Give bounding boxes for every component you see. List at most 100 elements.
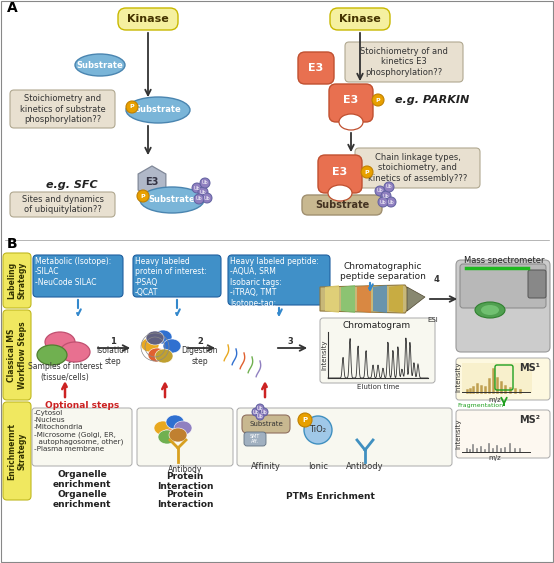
Text: m/z: m/z — [489, 455, 501, 461]
FancyBboxPatch shape — [244, 432, 266, 446]
Text: Antibody: Antibody — [168, 465, 202, 474]
Ellipse shape — [37, 345, 67, 365]
Ellipse shape — [161, 429, 179, 443]
Text: E3: E3 — [145, 177, 158, 187]
Text: Kinase: Kinase — [127, 14, 169, 24]
Text: Elution time: Elution time — [357, 384, 399, 390]
Circle shape — [384, 182, 394, 192]
Text: Heavy labeled peptide:
-AQUA, SRM
Isobaric tags:
-iTRAQ, TMT
Isotope-tag:
-ReDi,: Heavy labeled peptide: -AQUA, SRM Isobar… — [230, 257, 319, 318]
Text: 1: 1 — [110, 337, 116, 346]
Text: Ub: Ub — [379, 199, 386, 204]
Ellipse shape — [154, 330, 172, 344]
Polygon shape — [341, 285, 355, 313]
FancyBboxPatch shape — [242, 415, 290, 433]
Circle shape — [372, 94, 384, 106]
Text: Antibody: Antibody — [346, 462, 384, 471]
FancyBboxPatch shape — [302, 195, 382, 215]
Text: Ub: Ub — [257, 405, 263, 410]
Text: P: P — [365, 169, 370, 175]
FancyBboxPatch shape — [318, 155, 362, 193]
Text: 4: 4 — [434, 275, 440, 284]
Text: Intensity: Intensity — [321, 339, 327, 370]
Circle shape — [386, 197, 396, 207]
Text: E3: E3 — [343, 95, 358, 105]
Text: m/z: m/z — [489, 397, 501, 403]
Circle shape — [375, 186, 385, 196]
Ellipse shape — [155, 349, 173, 363]
Polygon shape — [357, 285, 371, 313]
FancyBboxPatch shape — [320, 318, 435, 383]
Text: B: B — [7, 237, 18, 251]
Text: Substrate: Substrate — [315, 200, 369, 210]
Ellipse shape — [75, 54, 125, 76]
FancyBboxPatch shape — [460, 264, 546, 308]
Circle shape — [260, 408, 268, 416]
Text: Ub: Ub — [202, 181, 208, 185]
FancyBboxPatch shape — [355, 148, 480, 188]
Text: Optional steps: Optional steps — [45, 400, 119, 409]
Circle shape — [378, 197, 388, 207]
Polygon shape — [373, 285, 387, 313]
Ellipse shape — [163, 339, 181, 353]
Ellipse shape — [169, 428, 187, 442]
FancyBboxPatch shape — [329, 84, 373, 122]
Polygon shape — [320, 285, 415, 313]
Text: Intensity: Intensity — [455, 362, 461, 392]
Polygon shape — [407, 287, 425, 311]
Circle shape — [361, 166, 373, 178]
Text: Enrichmernrt
Strategy: Enrichmernrt Strategy — [7, 422, 27, 480]
Ellipse shape — [481, 305, 499, 315]
Text: Ub: Ub — [253, 409, 259, 414]
Text: Ub: Ub — [199, 190, 206, 194]
Ellipse shape — [60, 342, 90, 362]
FancyBboxPatch shape — [456, 410, 550, 458]
Text: 3: 3 — [287, 337, 293, 346]
Ellipse shape — [126, 97, 190, 123]
Text: SMT
Aff.: SMT Aff. — [250, 434, 260, 444]
FancyBboxPatch shape — [345, 42, 463, 82]
Ellipse shape — [141, 338, 159, 352]
Circle shape — [198, 187, 208, 197]
FancyBboxPatch shape — [456, 358, 550, 400]
Text: Chromatogram: Chromatogram — [343, 320, 411, 329]
Text: Protein
Interaction: Protein Interaction — [157, 472, 213, 491]
Ellipse shape — [339, 114, 363, 130]
Text: Substrate: Substrate — [249, 421, 283, 427]
Text: Stoichiometry and
kinetics of substrate
phosphorylation??: Stoichiometry and kinetics of substrate … — [19, 94, 105, 124]
FancyBboxPatch shape — [330, 8, 390, 30]
Text: 2: 2 — [197, 337, 203, 346]
Circle shape — [298, 413, 312, 427]
Text: Sites and dynamics
of ubiquitylation??: Sites and dynamics of ubiquitylation?? — [22, 195, 104, 214]
Text: A: A — [7, 1, 18, 15]
FancyBboxPatch shape — [32, 408, 132, 466]
FancyBboxPatch shape — [10, 192, 115, 217]
Text: P: P — [130, 105, 134, 109]
Text: e.g. PARKIN: e.g. PARKIN — [395, 95, 469, 105]
Text: MS²: MS² — [519, 415, 540, 425]
Circle shape — [126, 101, 138, 113]
FancyBboxPatch shape — [456, 260, 550, 352]
Ellipse shape — [148, 348, 166, 362]
Ellipse shape — [158, 430, 176, 444]
FancyBboxPatch shape — [133, 255, 221, 297]
Ellipse shape — [146, 331, 164, 345]
FancyBboxPatch shape — [298, 52, 334, 84]
FancyBboxPatch shape — [10, 90, 115, 128]
Text: Protein
Interaction: Protein Interaction — [157, 490, 213, 510]
Text: Classical MS
Workflow Steps: Classical MS Workflow Steps — [7, 321, 27, 389]
Text: Intensity: Intensity — [455, 419, 461, 449]
Text: Organelle
enrichment: Organelle enrichment — [53, 470, 111, 489]
Text: ESI: ESI — [427, 317, 438, 323]
Text: e.g. SFC: e.g. SFC — [46, 180, 98, 190]
Circle shape — [256, 404, 264, 412]
Text: Ub: Ub — [204, 195, 211, 200]
Circle shape — [192, 183, 202, 193]
Text: Organelle
enrichment: Organelle enrichment — [53, 490, 111, 510]
Circle shape — [200, 178, 210, 188]
Text: Heavy labeled
protein of interest:
-PSAQ
-QCAT: Heavy labeled protein of interest: -PSAQ… — [135, 257, 207, 297]
Polygon shape — [325, 285, 339, 313]
Text: Ub: Ub — [194, 185, 201, 190]
FancyBboxPatch shape — [3, 253, 31, 308]
FancyBboxPatch shape — [528, 270, 546, 298]
Circle shape — [202, 193, 212, 203]
